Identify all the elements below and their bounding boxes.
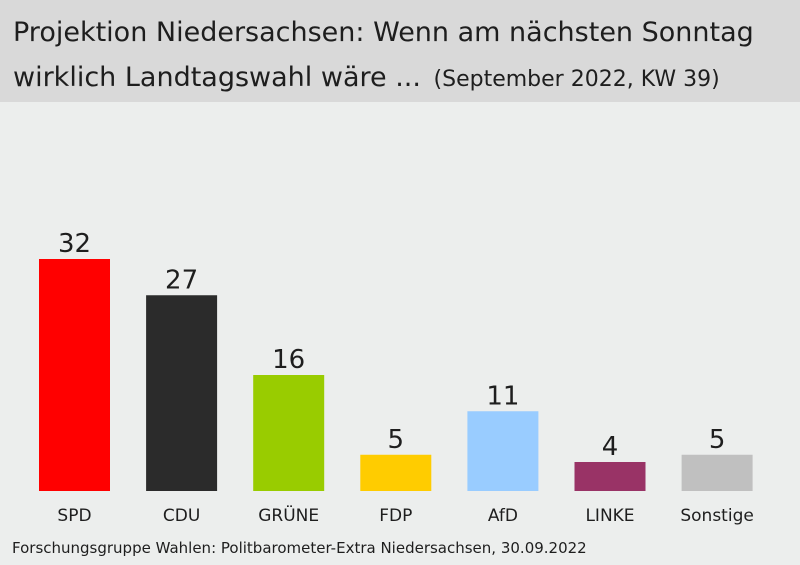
chart-title-line-2-text: wirklich Landtagswahl wäre ... [13, 62, 421, 93]
chart-header: Projektion Niedersachsen: Wenn am nächst… [0, 0, 800, 102]
value-label-cdu: 27 [165, 265, 198, 295]
chart-title-line-2: wirklich Landtagswahl wäre ... (Septembe… [13, 62, 720, 93]
bar-chart: 32 SPD 27 CDU 16 GRÜNE 5 FDP 11 AfD 4 LINKE 5 Sonstig… [39, 229, 754, 526]
bar-linke [574, 462, 646, 491]
bar-grüne [253, 375, 325, 491]
category-label-cdu: CDU [163, 506, 200, 526]
value-label-grüne: 16 [272, 345, 305, 375]
value-label-fdp: 5 [388, 425, 405, 455]
bar-sonstige [681, 454, 753, 491]
bar-fdp [360, 454, 432, 491]
chart-title-line-1: Projektion Niedersachsen: Wenn am nächst… [13, 17, 754, 48]
bar-cdu [146, 295, 218, 491]
value-label-spd: 32 [58, 229, 91, 259]
source-note: Forschungsgruppe Wahlen: Politbarometer-… [12, 539, 587, 557]
category-label-fdp: FDP [379, 506, 412, 526]
category-label-linke: LINKE [585, 506, 634, 526]
value-label-sonstige: 5 [709, 425, 726, 455]
category-label-afd: AfD [488, 506, 518, 526]
category-label-sonstige: Sonstige [680, 506, 753, 526]
bar-afd [467, 411, 539, 491]
chart-subtitle: (September 2022, KW 39) [433, 67, 720, 92]
category-label-grüne: GRÜNE [258, 504, 319, 526]
value-label-afd: 11 [486, 381, 519, 411]
category-label-spd: SPD [57, 506, 91, 526]
value-label-linke: 4 [602, 432, 619, 462]
bar-spd [39, 259, 110, 491]
